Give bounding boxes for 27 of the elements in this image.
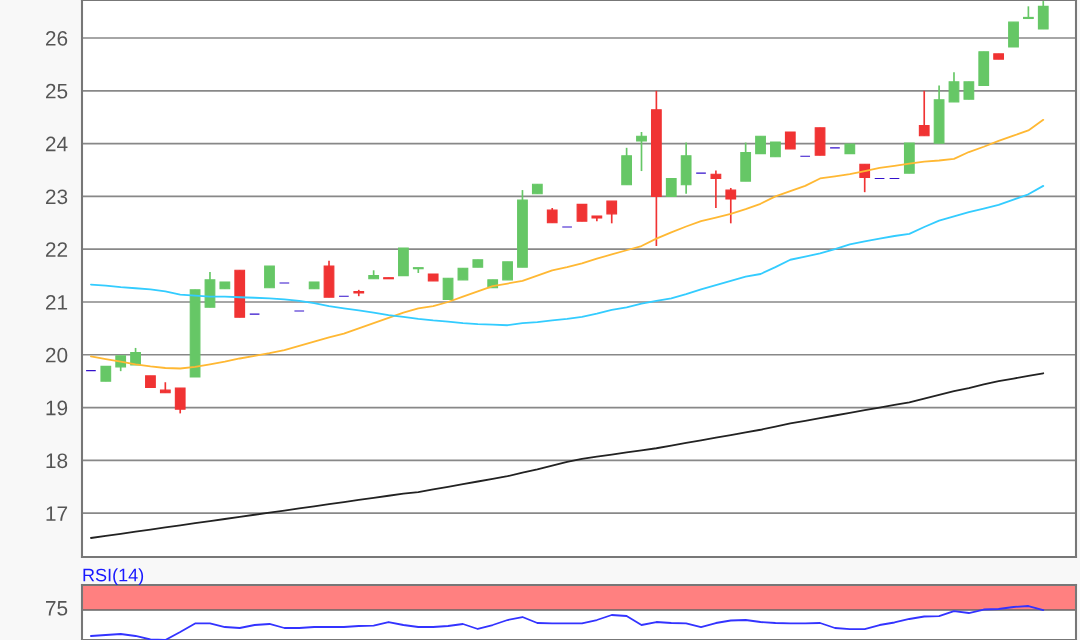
y-tick-label: 17 (46, 506, 68, 521)
line-series (90, 372, 1045, 539)
line-series (90, 184, 1045, 327)
text: 75 (46, 601, 68, 616)
chart-title: RSI(14) (83, 568, 144, 585)
candlestick (874, 177, 885, 180)
y-tick-label: 18 (46, 453, 68, 469)
candlestick (264, 265, 275, 289)
candlestick (710, 169, 722, 209)
candlestick (889, 177, 900, 180)
candlestick (636, 131, 647, 172)
y-tick-label: 21 (45, 295, 68, 310)
y-tick-label: 19 (46, 400, 68, 416)
candlestick (918, 89, 930, 137)
candlestick (442, 277, 454, 301)
y-tick-label: 22 (45, 242, 68, 257)
y-tick-label: 23 (45, 189, 68, 205)
y-tick-label: 26 (45, 31, 68, 46)
y-tick-label: 25 (45, 83, 68, 99)
y-tick-label: 20 (45, 347, 68, 363)
candlestick (174, 387, 186, 415)
candlestick (1037, 0, 1049, 30)
y-tick-label: 24 (45, 136, 68, 152)
candlestick (948, 71, 960, 103)
line-series (90, 118, 1045, 370)
candlestick (725, 187, 737, 225)
candlestick (606, 200, 618, 225)
